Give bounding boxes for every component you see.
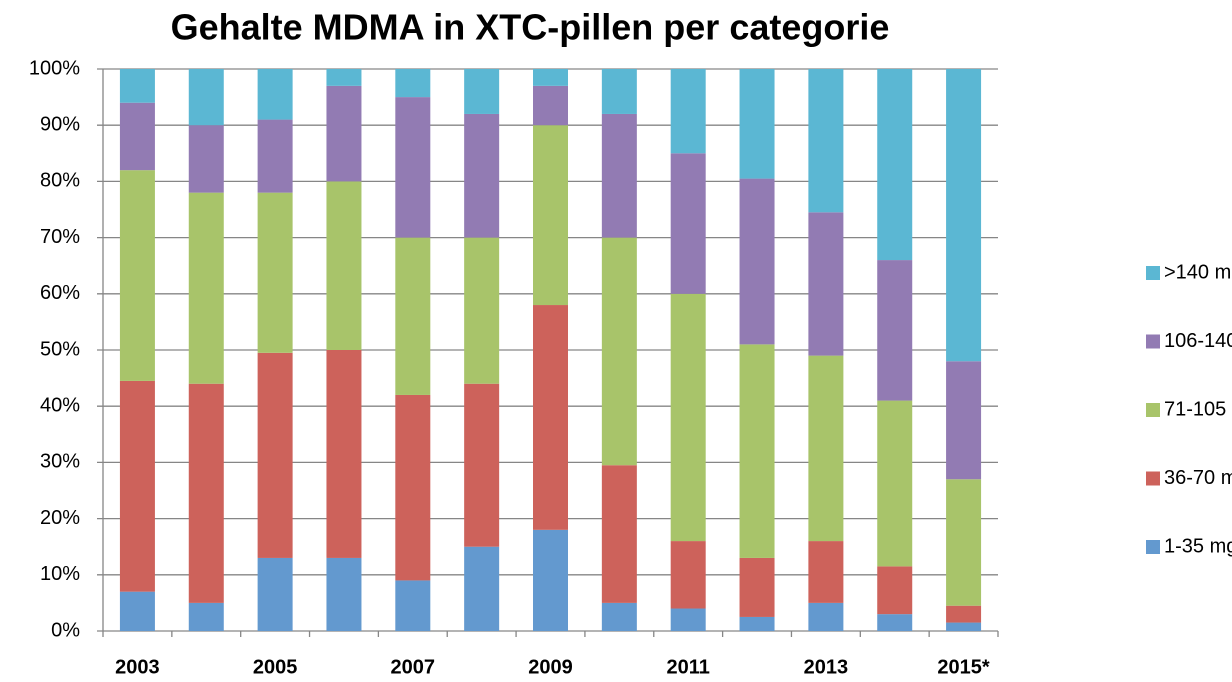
bar-segment — [533, 305, 568, 530]
bar-segment — [946, 361, 982, 480]
bar-segment — [601, 602, 637, 631]
bar-segment — [808, 355, 844, 542]
legend-swatch — [1146, 471, 1160, 486]
bar-segment — [395, 580, 431, 631]
bar-segment — [119, 170, 155, 381]
bar-segment — [877, 614, 913, 631]
bar-segment — [601, 69, 637, 114]
bar-segment — [739, 69, 775, 179]
bar-segment — [326, 69, 362, 86]
y-tick-label: 20% — [40, 507, 80, 529]
chart-title: Gehalte MDMA in XTC-pillen per categorie — [171, 7, 890, 48]
x-tick-label: 2013 — [804, 656, 849, 678]
bar-segment — [119, 69, 155, 103]
y-tick-label: 30% — [40, 451, 80, 473]
legend-label: 1-35 mg — [1164, 535, 1232, 557]
legend-swatch — [1146, 403, 1160, 417]
bar-segment — [670, 541, 706, 609]
bar-segment — [946, 622, 982, 631]
legend-swatch — [1146, 334, 1160, 349]
bar-segment — [119, 591, 155, 631]
bar-segment — [601, 465, 637, 603]
y-tick-label: 70% — [40, 226, 80, 248]
bar-segment — [257, 557, 293, 631]
bar-segment — [739, 557, 775, 617]
y-tick-label: 90% — [40, 113, 80, 135]
bar-segment — [464, 113, 500, 238]
bar-segment — [326, 85, 362, 182]
x-tick-label: 2009 — [528, 656, 573, 678]
y-tick-label: 50% — [40, 338, 80, 360]
x-tick-label: 2005 — [253, 656, 298, 678]
bar-segment — [464, 383, 500, 547]
bar-segment — [601, 113, 637, 238]
bar-segment — [395, 237, 431, 395]
y-tick-label: 60% — [40, 282, 80, 304]
bar-segment — [601, 237, 637, 466]
y-tick-label: 10% — [40, 563, 80, 585]
bar-segment — [808, 69, 844, 213]
bar-segment — [326, 181, 362, 350]
legend-swatch — [1146, 540, 1160, 554]
bar-segment — [257, 69, 293, 120]
bar-segment — [533, 529, 568, 631]
x-tick-label: 2015* — [937, 656, 989, 678]
bar-segment — [119, 380, 155, 592]
bar-segment — [946, 69, 982, 362]
bar-segment — [257, 352, 293, 558]
bar-segment — [395, 394, 431, 581]
bar-segment — [119, 102, 155, 171]
bar-segment — [670, 69, 706, 154]
bar-segment — [808, 541, 844, 603]
bar-segment — [395, 69, 431, 98]
bar-segment — [395, 97, 431, 238]
bar-segment — [670, 608, 706, 631]
legend-label: >140 mg — [1164, 261, 1232, 283]
bar-segment — [946, 605, 982, 623]
x-tick-label: 2011 — [666, 656, 709, 678]
bar-segment — [533, 69, 568, 86]
bar-segment — [533, 85, 568, 126]
bar-segment — [808, 602, 844, 631]
bar-segment — [739, 616, 775, 631]
y-tick-label: 80% — [40, 170, 80, 192]
bar-segment — [877, 260, 913, 401]
legend-label: 106-140 — [1164, 330, 1232, 352]
bar-segment — [877, 69, 913, 261]
bar-segment — [257, 119, 293, 193]
bar-segment — [188, 602, 224, 631]
bar-segment — [326, 350, 362, 558]
bar-segment — [188, 69, 224, 126]
legend-label: 71-105 mg — [1164, 398, 1232, 420]
bar-segment — [188, 125, 224, 193]
bar-segment — [188, 383, 224, 603]
y-tick-label: 40% — [40, 394, 80, 416]
bar-segment — [739, 178, 775, 345]
bar-segment — [946, 479, 982, 606]
x-tick-label: 2003 — [115, 656, 160, 678]
bar-segment — [670, 293, 706, 542]
x-tick-label: 2007 — [391, 656, 436, 678]
bar-segment — [877, 566, 913, 615]
bar-segment — [877, 400, 913, 567]
bar-segment — [464, 69, 500, 114]
bar-segment — [326, 557, 362, 631]
bar-segment — [188, 192, 224, 384]
legend-swatch — [1146, 266, 1160, 280]
bar-segment — [808, 212, 844, 356]
bar-segment — [464, 237, 500, 384]
y-tick-label: 100% — [29, 57, 80, 79]
bar-segment — [739, 344, 775, 558]
bar-segment — [257, 192, 293, 353]
y-tick-label: 0% — [51, 619, 80, 641]
legend-label: 36-70 mg — [1164, 467, 1232, 489]
bar-segment — [533, 125, 568, 306]
bar-segment — [670, 153, 706, 294]
bar-segment — [464, 546, 500, 631]
